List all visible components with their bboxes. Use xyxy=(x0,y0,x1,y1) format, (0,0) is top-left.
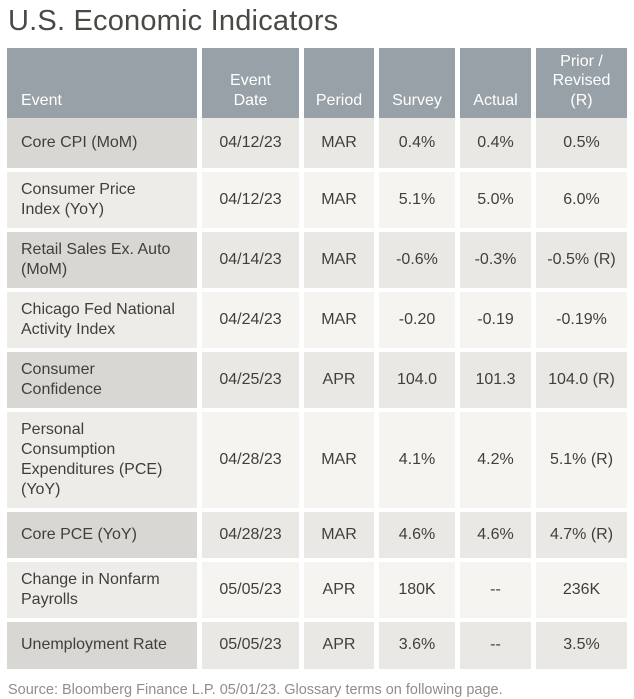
period-cell: MAR xyxy=(304,511,374,558)
period-cell: APR xyxy=(304,561,374,618)
actual-cell: 5.0% xyxy=(460,171,531,228)
actual-cell: 4.2% xyxy=(460,411,531,508)
table-row: Consumer Confidence 04/25/23 APR 104.0 101.3… xyxy=(7,351,627,408)
survey-cell: 0.4% xyxy=(379,117,455,168)
table-row: Core PCE (YoY) 04/28/23 MAR 4.6% 4.6% 4.7% (R… xyxy=(7,511,627,558)
prior-revised-cell: 4.7% (R) xyxy=(536,511,627,558)
period-cell: MAR xyxy=(304,117,374,168)
period-cell: APR xyxy=(304,351,374,408)
survey-cell: 180K xyxy=(379,561,455,618)
survey-cell: 4.6% xyxy=(379,511,455,558)
actual-cell: -0.3% xyxy=(460,231,531,288)
prior-revised-cell: 104.0 (R) xyxy=(536,351,627,408)
survey-cell: 104.0 xyxy=(379,351,455,408)
column-header-survey: Survey xyxy=(379,47,455,119)
survey-cell: 5.1% xyxy=(379,171,455,228)
event-cell: Personal Consumption Expenditures (PCE) … xyxy=(7,411,197,508)
period-cell: APR xyxy=(304,621,374,669)
column-header-date: Event Date xyxy=(202,47,299,119)
period-cell: MAR xyxy=(304,411,374,508)
column-header-event: Event xyxy=(7,47,197,119)
event-cell: Consumer Confidence xyxy=(7,351,197,408)
event-date-cell: 04/25/23 xyxy=(202,351,299,408)
prior-revised-cell: 3.5% xyxy=(536,621,627,669)
event-cell: Change in Nonfarm Payrolls xyxy=(7,561,197,618)
period-cell: MAR xyxy=(304,171,374,228)
event-cell: Unemployment Rate xyxy=(7,621,197,669)
prior-revised-cell: 6.0% xyxy=(536,171,627,228)
event-date-cell: 04/28/23 xyxy=(202,411,299,508)
prior-revised-cell: 0.5% xyxy=(536,117,627,168)
event-date-cell: 04/12/23 xyxy=(202,117,299,168)
survey-cell: -0.6% xyxy=(379,231,455,288)
event-cell: Core CPI (MoM) xyxy=(7,117,197,168)
event-cell: Consumer Price Index (YoY) xyxy=(7,171,197,228)
prior-revised-cell: -0.5% (R) xyxy=(536,231,627,288)
table-row: Chicago Fed National Activity Index 04/24… xyxy=(7,291,627,348)
table-row: Consumer Price Index (YoY) 04/12/23 MAR 5.1… xyxy=(7,171,627,228)
event-cell: Retail Sales Ex. Auto (MoM) xyxy=(7,231,197,288)
event-date-cell: 05/05/23 xyxy=(202,621,299,669)
actual-cell: -- xyxy=(460,621,531,669)
table-body: Core CPI (MoM) 04/12/23 MAR 0.4% 0.4% 0.5% Con… xyxy=(7,117,627,669)
event-date-cell: 04/14/23 xyxy=(202,231,299,288)
column-header-period: Period xyxy=(304,47,374,119)
prior-revised-cell: 5.1% (R) xyxy=(536,411,627,508)
table-header-row: Event Event Date Period Survey Actual Prior /… xyxy=(7,47,627,119)
table-row: Change in Nonfarm Payrolls 05/05/23 APR 180… xyxy=(7,561,627,618)
indicators-table: Event Event Date Period Survey Actual Prior /… xyxy=(7,47,627,669)
period-cell: MAR xyxy=(304,291,374,348)
column-header-prior: Prior / Revised (R) xyxy=(536,47,627,119)
table-row: Personal Consumption Expenditures (PCE) … xyxy=(7,411,627,508)
event-cell: Core PCE (YoY) xyxy=(7,511,197,558)
period-cell: MAR xyxy=(304,231,374,288)
event-date-cell: 04/24/23 xyxy=(202,291,299,348)
actual-cell: 0.4% xyxy=(460,117,531,168)
event-date-cell: 04/12/23 xyxy=(202,171,299,228)
actual-cell: -- xyxy=(460,561,531,618)
prior-revised-cell: 236K xyxy=(536,561,627,618)
source-note: Source: Bloomberg Finance L.P. 05/01/23.… xyxy=(8,681,503,698)
survey-cell: 3.6% xyxy=(379,621,455,669)
event-cell: Chicago Fed National Activity Index xyxy=(7,291,197,348)
table-row: Unemployment Rate 05/05/23 APR 3.6% -- 3.5% xyxy=(7,621,627,669)
page-title: U.S. Economic Indicators xyxy=(8,5,339,37)
survey-cell: 4.1% xyxy=(379,411,455,508)
event-date-cell: 04/28/23 xyxy=(202,511,299,558)
actual-cell: -0.19 xyxy=(460,291,531,348)
table-row: Retail Sales Ex. Auto (MoM) 04/14/23 MAR -0… xyxy=(7,231,627,288)
event-date-cell: 05/05/23 xyxy=(202,561,299,618)
survey-cell: -0.20 xyxy=(379,291,455,348)
column-header-actual: Actual xyxy=(460,47,531,119)
prior-revised-cell: -0.19% xyxy=(536,291,627,348)
table-row: Core CPI (MoM) 04/12/23 MAR 0.4% 0.4% 0.5% xyxy=(7,117,627,168)
actual-cell: 4.6% xyxy=(460,511,531,558)
actual-cell: 101.3 xyxy=(460,351,531,408)
